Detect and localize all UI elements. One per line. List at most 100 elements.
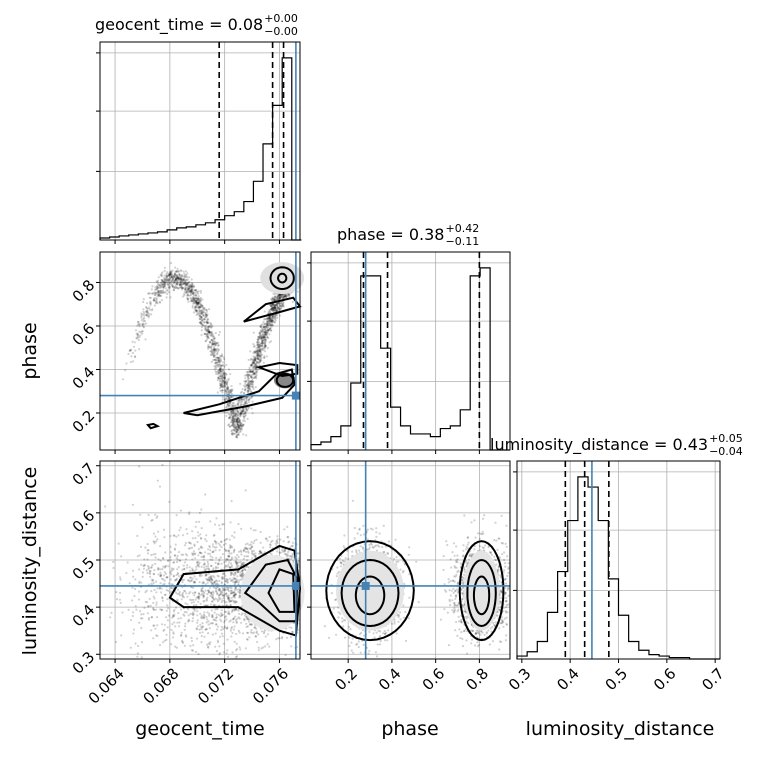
sample-point — [224, 388, 227, 391]
sample-point — [146, 311, 149, 314]
sample-point — [167, 607, 170, 610]
sample-point — [233, 571, 237, 575]
sample-point — [223, 539, 226, 542]
sample-point — [283, 528, 286, 531]
sample-point — [235, 419, 238, 422]
sample-point — [146, 565, 149, 568]
sample-point — [254, 359, 257, 363]
sample-point — [163, 579, 166, 582]
sample-point — [244, 386, 247, 389]
sample-point — [262, 361, 265, 364]
sample-point — [234, 586, 237, 590]
sample-point — [221, 575, 224, 579]
sample-point — [156, 515, 159, 518]
sample-point — [266, 326, 269, 330]
sample-point — [244, 389, 247, 392]
sample-point — [237, 417, 240, 420]
sample-point — [164, 281, 167, 284]
sample-point — [184, 590, 187, 593]
sample-point — [142, 308, 145, 311]
sample-point — [146, 572, 149, 575]
sample-point — [233, 536, 236, 539]
sample-point — [143, 314, 146, 317]
sample-point — [196, 610, 199, 613]
sample-point — [206, 581, 209, 584]
sample-point — [228, 425, 231, 428]
sample-point — [202, 613, 205, 616]
sample-point — [217, 348, 220, 351]
sample-point — [217, 333, 221, 337]
sample-point — [222, 543, 225, 547]
sample-point — [203, 611, 206, 614]
sample-point — [219, 389, 222, 392]
sample-point — [154, 562, 157, 566]
sample-point — [235, 431, 238, 434]
sample-point — [243, 417, 246, 420]
sample-point — [234, 577, 237, 580]
sample-point — [130, 348, 133, 351]
sample-point — [248, 379, 251, 383]
sample-point — [202, 582, 205, 585]
sample-point — [183, 275, 186, 278]
sample-point — [163, 281, 166, 284]
sample-point — [194, 305, 197, 308]
sample-point — [119, 591, 122, 595]
sample-point — [121, 611, 124, 614]
sample-point — [221, 523, 224, 526]
sample-point — [176, 275, 179, 278]
sample-point — [172, 614, 175, 617]
sample-point — [207, 548, 210, 551]
sample-point — [195, 309, 198, 312]
sample-point — [154, 627, 157, 630]
sample-point — [209, 340, 212, 343]
sample-point — [220, 377, 223, 380]
sample-point — [175, 269, 178, 273]
sample-point — [211, 556, 214, 559]
sample-point — [159, 274, 162, 277]
sample-point — [233, 418, 236, 421]
sample-point — [291, 300, 294, 303]
sample-point — [141, 575, 144, 578]
sample-point — [236, 423, 239, 427]
sample-point — [228, 549, 231, 553]
sample-point — [246, 409, 249, 412]
sample-point — [285, 636, 289, 639]
sample-point — [164, 291, 167, 294]
contour-geocent_time-phase — [146, 422, 161, 430]
sample-point — [223, 372, 227, 375]
sample-point — [208, 627, 211, 630]
sample-point — [256, 350, 259, 353]
sample-point — [151, 308, 154, 311]
sample-point — [286, 553, 289, 556]
sample-point — [109, 616, 112, 619]
sample-point — [224, 383, 227, 386]
sample-point — [205, 615, 208, 619]
sample-point — [118, 598, 121, 601]
sample-point — [207, 343, 210, 346]
sample-point — [255, 349, 258, 352]
sample-point — [248, 544, 251, 547]
sample-point — [263, 318, 266, 321]
sample-point — [136, 337, 139, 340]
sample-point — [224, 385, 227, 388]
sample-point — [219, 618, 222, 621]
sample-point — [180, 598, 183, 601]
sample-point — [200, 316, 203, 319]
sample-point — [166, 626, 169, 629]
sample-point — [252, 387, 255, 390]
sample-point — [129, 360, 133, 364]
sample-point — [249, 385, 252, 388]
sample-point — [171, 280, 174, 283]
sample-point — [161, 271, 164, 274]
sample-point — [211, 543, 214, 546]
sample-point — [249, 388, 252, 391]
sample-point — [157, 276, 160, 279]
sample-point — [217, 363, 220, 366]
sample-point — [195, 637, 199, 640]
sample-point — [268, 317, 271, 320]
sample-point — [219, 368, 222, 371]
sample-point — [187, 300, 190, 303]
sample-point — [199, 612, 202, 615]
sample-point — [247, 398, 250, 401]
histogram-phase — [310, 267, 510, 451]
